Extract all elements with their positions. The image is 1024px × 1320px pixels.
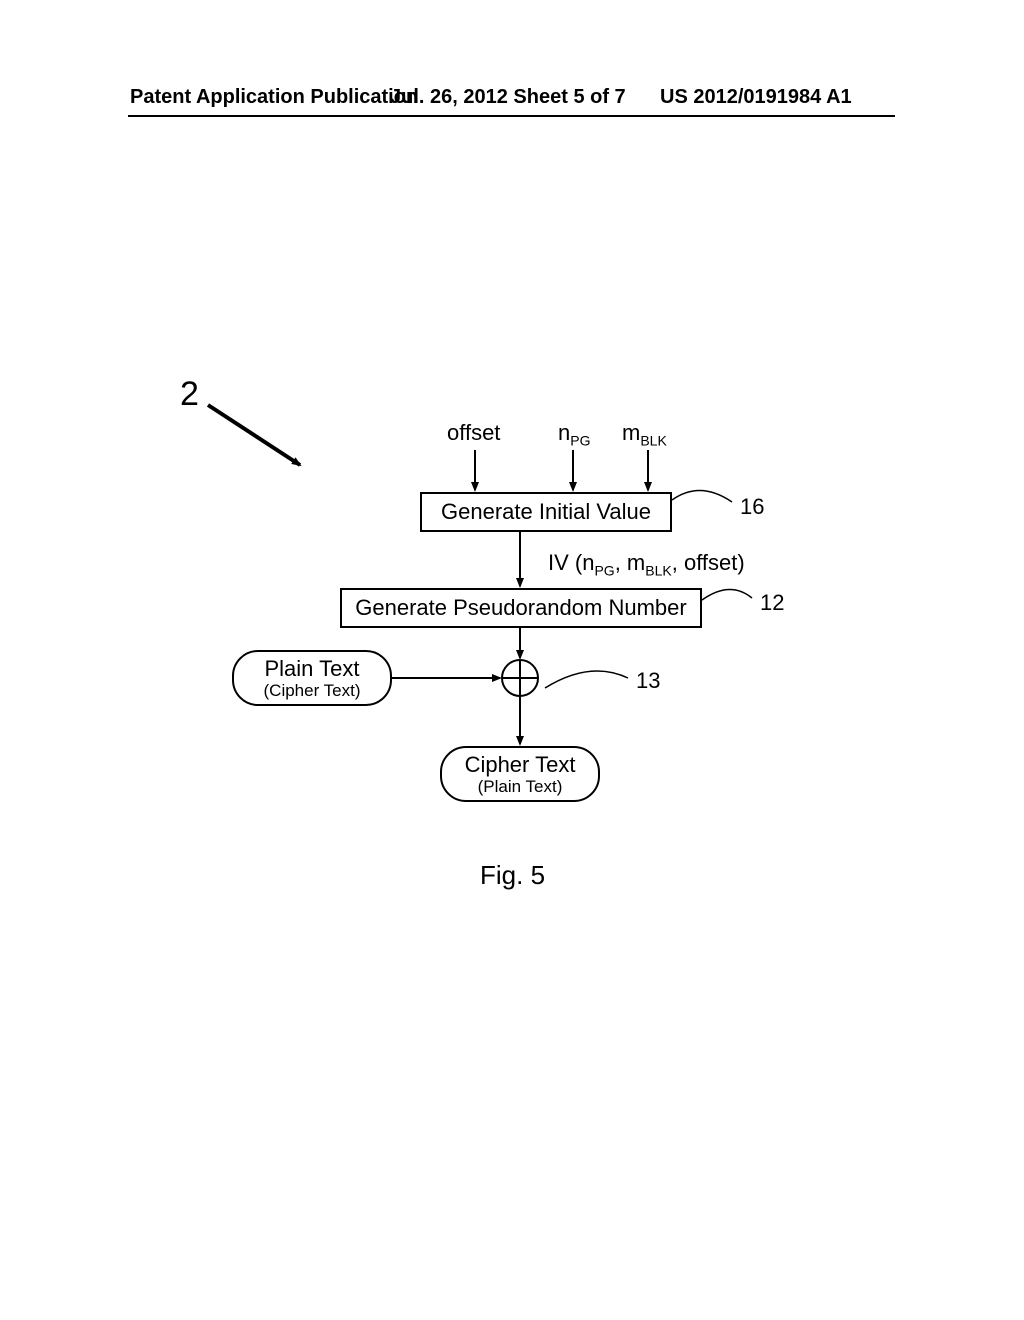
- leader-16: [672, 490, 732, 502]
- diagram-svg-overlay: [0, 0, 1024, 1320]
- ref2-arrow: [208, 405, 300, 465]
- leader-13: [545, 671, 628, 688]
- figure-5: 2 offset nPG mBLK Generate Initial Value…: [0, 0, 1024, 1320]
- xor-symbol: [502, 660, 538, 696]
- leader-12: [702, 589, 752, 600]
